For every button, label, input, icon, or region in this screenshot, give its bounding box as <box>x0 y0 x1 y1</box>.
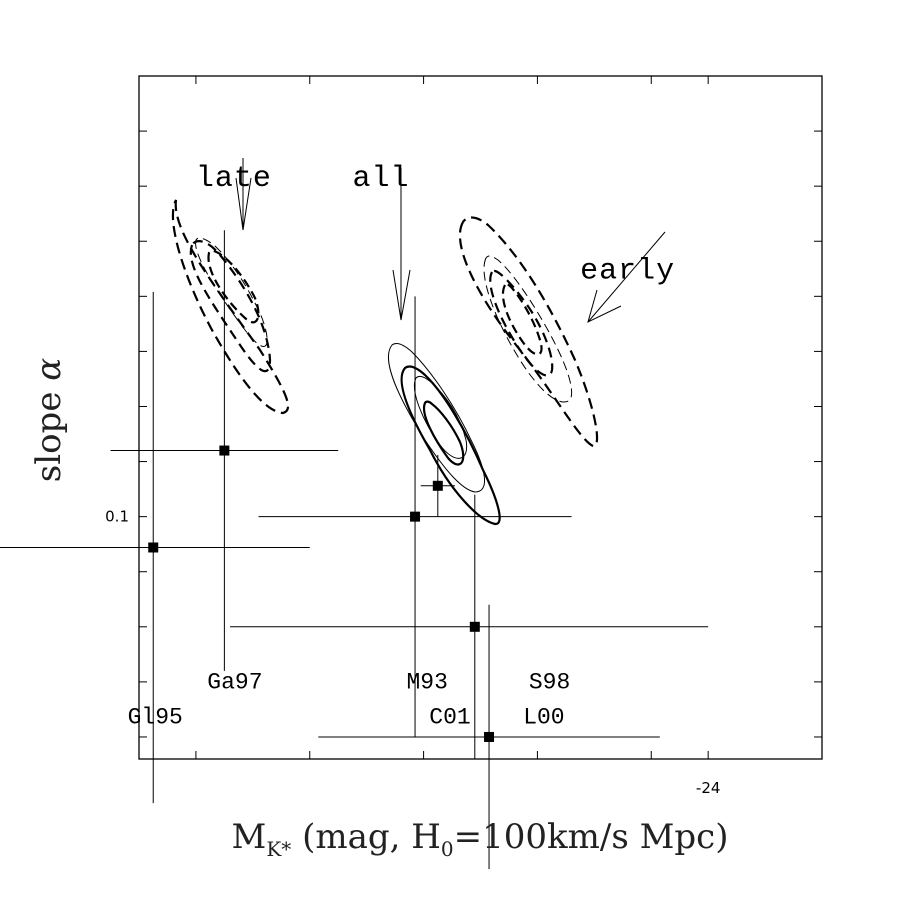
late-contours <box>171 199 290 415</box>
point-label-Ga97: Ga97 <box>207 669 262 695</box>
point-label-C01: C01 <box>429 705 470 731</box>
early-arrowhead <box>587 289 622 323</box>
late-contour-middle <box>189 240 272 373</box>
data-marks <box>0 230 709 870</box>
x-axis-label-part-2: (mag, H <box>291 817 441 857</box>
point-S98 <box>469 621 480 632</box>
all-contour-thin <box>414 375 468 459</box>
late-contour-inner <box>207 249 260 324</box>
point-label-M93: M93 <box>407 669 448 695</box>
point-label-S98: S98 <box>529 669 570 695</box>
all-contour-mid <box>400 365 501 526</box>
y-axis-label-text: slope <box>29 381 69 483</box>
point-M93 <box>410 511 421 522</box>
confidence-contours <box>171 199 599 526</box>
x-axis-label-part-4: =100km/s Mpc) <box>454 817 729 857</box>
point-Gl95 <box>148 542 159 553</box>
early-contour-thin <box>483 255 573 403</box>
early-contour-outer <box>458 216 599 448</box>
all-contour-outer <box>387 343 486 493</box>
y-tick-label-0: 0.1 <box>105 508 129 526</box>
early-contours <box>458 216 599 448</box>
point-label-L00: L00 <box>523 705 564 731</box>
x-axis-label: MK* (mag, H0=100km/s Mpc) <box>232 817 729 861</box>
annotation-arrows <box>235 158 666 323</box>
annotation-all: all <box>352 162 409 196</box>
annotation-late: late <box>196 162 272 196</box>
point-label-Gl95: Gl95 <box>128 705 183 731</box>
axis-ticks <box>139 76 822 759</box>
annotation-early: early <box>580 255 675 289</box>
x-axis-label-part-3: 0 <box>441 837 454 861</box>
all-arrowhead <box>392 269 411 321</box>
x-tick-label-0: -24 <box>696 779 721 797</box>
early-arrow-shaft <box>587 231 666 323</box>
y-axis-label: slope α <box>29 358 69 483</box>
all-contour-inner <box>422 400 465 466</box>
all-contours <box>387 343 501 526</box>
early-contour-inner <box>501 282 543 356</box>
y-axis-label-symbol: α <box>29 358 69 381</box>
x-axis-label-part-0: M <box>232 817 267 857</box>
late-contour-thin <box>195 237 268 348</box>
point-L00 <box>484 731 495 742</box>
x-axis-label-part-1: K* <box>266 837 291 861</box>
late-arrowhead <box>235 177 252 231</box>
point-C01 <box>432 480 443 491</box>
plot-frame <box>138 75 823 760</box>
chart-texts: Gl95 Ga97 M93 C01 S98 L00 late all early 0.1 -24 MK… <box>29 162 728 861</box>
late-contour-outer <box>171 199 290 415</box>
early-contour-middle <box>489 269 554 377</box>
point-Ga97 <box>219 445 230 456</box>
